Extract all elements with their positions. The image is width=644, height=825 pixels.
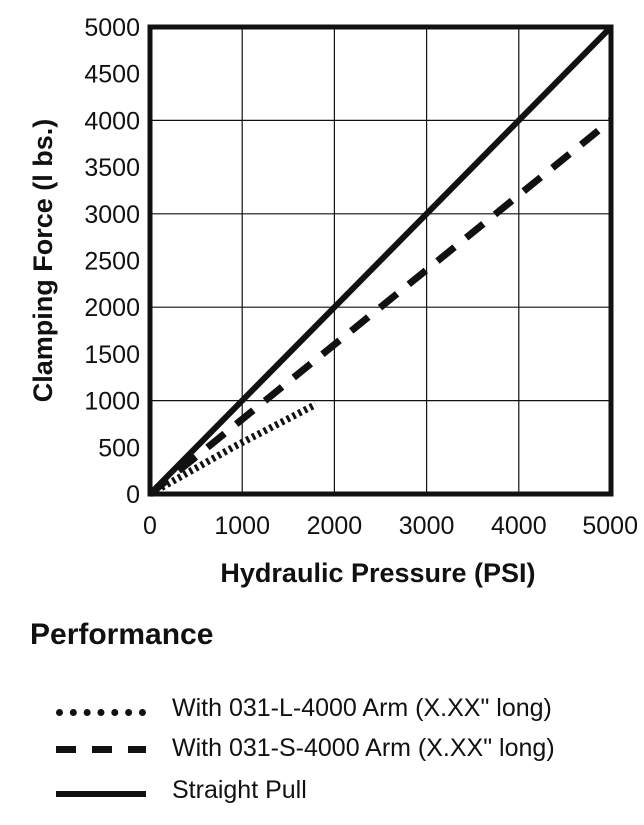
legend-label: Straight Pull xyxy=(172,776,307,804)
legend-label: With 031-S-4000 Arm (X.XX" long) xyxy=(172,734,555,762)
y-tick-label: 4000 xyxy=(84,107,140,135)
series-line-dotted xyxy=(148,401,318,498)
section-title: Performance xyxy=(30,618,214,651)
y-tick-label: 500 xyxy=(98,434,140,462)
legend-item-dotted: With 031-L-4000 Arm (X.XX" long) xyxy=(56,694,616,728)
chart: 0 500 1000 1500 2000 2500 3000 3500 4000 4500 5000… xyxy=(28,14,638,588)
series-line-solid xyxy=(147,24,614,497)
legend-item-dashed: With 031-S-4000 Arm (X.XX" long) xyxy=(56,734,616,768)
plot-frame xyxy=(147,24,614,497)
legend-swatch-solid xyxy=(56,791,146,797)
x-tick-label: 0 xyxy=(143,512,157,540)
x-tick-label: 2000 xyxy=(307,512,363,540)
legend-swatch-dashed xyxy=(56,746,146,753)
legend-swatch-dotted xyxy=(56,709,146,716)
x-tick-label: 5000 xyxy=(582,512,638,540)
y-tick-label: 4500 xyxy=(84,61,140,89)
y-tick-label: 2000 xyxy=(84,294,140,322)
y-axis-title: Clamping Force (l bs.) xyxy=(28,119,58,403)
y-tick-label: 1500 xyxy=(84,341,140,369)
y-tick-label: 3500 xyxy=(84,154,140,182)
y-tick-label: 2500 xyxy=(84,248,140,276)
legend-label: With 031-L-4000 Arm (X.XX" long) xyxy=(172,694,552,722)
tick-labels: 0 500 1000 1500 2000 2500 3000 3500 4000 4500 5000… xyxy=(84,14,638,540)
x-tick-label: 3000 xyxy=(399,512,455,540)
y-tick-label: 3000 xyxy=(84,201,140,229)
y-tick-label: 5000 xyxy=(84,14,140,42)
y-tick-label: 0 xyxy=(126,481,140,509)
x-tick-label: 4000 xyxy=(491,512,547,540)
x-tick-label: 1000 xyxy=(214,512,270,540)
y-tick-label: 1000 xyxy=(84,388,140,416)
series-group xyxy=(147,24,614,498)
series-line-dashed xyxy=(147,117,614,497)
x-axis-title: Hydraulic Pressure (PSI) xyxy=(220,558,535,588)
legend-item-solid: Straight Pull xyxy=(56,776,616,810)
